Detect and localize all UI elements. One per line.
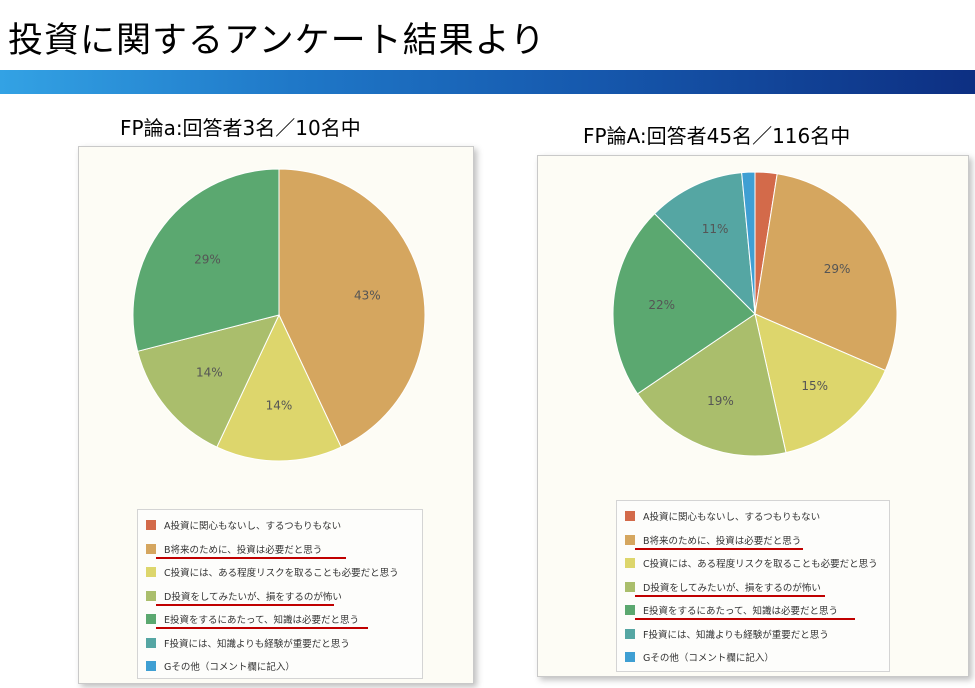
pie-slice-d: [636, 313, 787, 457]
legend-label: Gその他（コメント欄に記入）: [643, 653, 774, 664]
red-underline: [635, 594, 825, 597]
pie-slice-c: [216, 313, 342, 462]
legend-swatch: [625, 511, 635, 521]
pie-chart-right: 29% 15% 19% 22% 11%: [612, 171, 898, 457]
data-label-d: 14%: [196, 366, 223, 380]
legend-item-a: A投資に関心もないし、するつもりもない: [625, 509, 820, 523]
legend-item-a: A投資に関心もないし、するつもりもない: [146, 518, 341, 532]
legend-label: E投資をするにあたって、知識は必要だと思う: [643, 606, 839, 617]
legend-swatch: [146, 637, 156, 648]
title-gradient-bar: [0, 70, 975, 94]
legend-swatch: [146, 543, 156, 554]
chart-panel-right: 29% 15% 19% 22% 11% A投資に関心もないし、するつもりもない B将来のた…: [537, 155, 969, 677]
legend-swatch: [625, 558, 635, 568]
red-underline: [156, 627, 368, 629]
legend-item-b: B将来のために、投資は必要だと思う: [625, 533, 801, 547]
legend-item-e: E投資をするにあたって、知識は必要だと思う: [625, 603, 838, 617]
legend-left: A投資に関心もないし、するつもりもない B将来のために、投資は必要だと思う C投資に…: [137, 509, 423, 679]
legend-label: D投資をしてみたいが、損をするのが怖い: [643, 582, 821, 594]
data-label-c: 15%: [801, 379, 828, 393]
pie-slice-e: [132, 168, 280, 352]
legend-right: A投資に関心もないし、するつもりもない B将来のために、投資は必要だと思う C投資に…: [616, 500, 890, 672]
legend-label: D投資をしてみたいが、損をするのが怖い: [164, 591, 342, 603]
data-label-e: 29%: [194, 253, 221, 267]
chart-panel-left: 43% 14% 14% 29% A投資に関心もないし、するつもりもない B将来のために、…: [78, 146, 474, 684]
data-label-d: 19%: [707, 394, 734, 408]
legend-label: F投資には、知識よりも経験が重要だと思う: [164, 638, 350, 650]
data-label-c: 14%: [266, 399, 293, 413]
legend-swatch: [625, 534, 635, 545]
pie-slice-e: [612, 212, 756, 395]
legend-label: Gその他（コメント欄に記入）: [164, 662, 295, 673]
legend-label: A投資に関心もないし、するつもりもない: [643, 512, 821, 523]
data-label-b: 43%: [354, 288, 381, 302]
red-underline: [156, 603, 334, 606]
legend-item-d: D投資をしてみたいが、損をするのが怖い: [625, 580, 821, 594]
data-label-f: 11%: [702, 222, 729, 236]
red-underline: [635, 547, 803, 550]
page-title: 投資に関するアンケート結果より: [8, 21, 546, 61]
legend-item-c: C投資には、ある程度リスクを取ることも必要だと思う: [625, 556, 878, 570]
legend-swatch: [146, 520, 156, 530]
legend-item-f: F投資には、知識よりも経験が重要だと思う: [146, 636, 350, 650]
legend-label: E投資をするにあたって、知識は必要だと思う: [164, 615, 360, 626]
legend-label: C投資には、ある程度リスクを取ることも必要だと思う: [164, 568, 399, 579]
data-label-e: 22%: [648, 298, 675, 312]
legend-item-g: Gその他（コメント欄に記入）: [146, 659, 295, 673]
legend-item-g: Gその他（コメント欄に記入）: [625, 650, 774, 664]
chart-title-right: FP論A:回答者45名／116名中: [583, 124, 851, 148]
pie-chart-left: 43% 14% 14% 29%: [132, 168, 426, 462]
pie-slice-g: [741, 171, 756, 315]
legend-label: C投資には、ある程度リスクを取ることも必要だと思う: [643, 559, 878, 570]
legend-item-f: F投資には、知識よりも経験が重要だと思う: [625, 627, 829, 641]
legend-label: F投資には、知識よりも経験が重要だと思う: [643, 629, 829, 641]
legend-swatch: [625, 581, 635, 592]
chart-title-left: FP論a:回答者3名／10名中: [120, 116, 361, 140]
red-underline: [635, 618, 855, 620]
legend-label: A投資に関心もないし、するつもりもない: [164, 521, 342, 532]
legend-swatch: [625, 605, 635, 615]
legend-swatch: [146, 661, 156, 671]
pie-slice-d: [136, 314, 280, 448]
legend-swatch: [146, 614, 156, 624]
legend-item-b: B将来のために、投資は必要だと思う: [146, 542, 322, 556]
legend-swatch: [146, 567, 156, 577]
legend-item-d: D投資をしてみたいが、損をするのが怖い: [146, 589, 342, 603]
legend-label: B将来のために、投資は必要だと思う: [164, 544, 323, 556]
legend-swatch: [625, 628, 635, 639]
pie-slice-b: [754, 173, 898, 372]
legend-swatch: [625, 652, 635, 662]
pie-slice-f: [653, 172, 756, 316]
pie-slice-c: [754, 313, 886, 454]
legend-item-c: C投資には、ある程度リスクを取ることも必要だと思う: [146, 565, 399, 579]
data-label-b: 29%: [824, 262, 851, 276]
pie-slice-b: [278, 168, 426, 448]
legend-label: B将来のために、投資は必要だと思う: [643, 535, 802, 547]
red-underline: [156, 556, 346, 559]
legend-item-e: E投資をするにあたって、知識は必要だと思う: [146, 612, 359, 626]
legend-swatch: [146, 590, 156, 601]
